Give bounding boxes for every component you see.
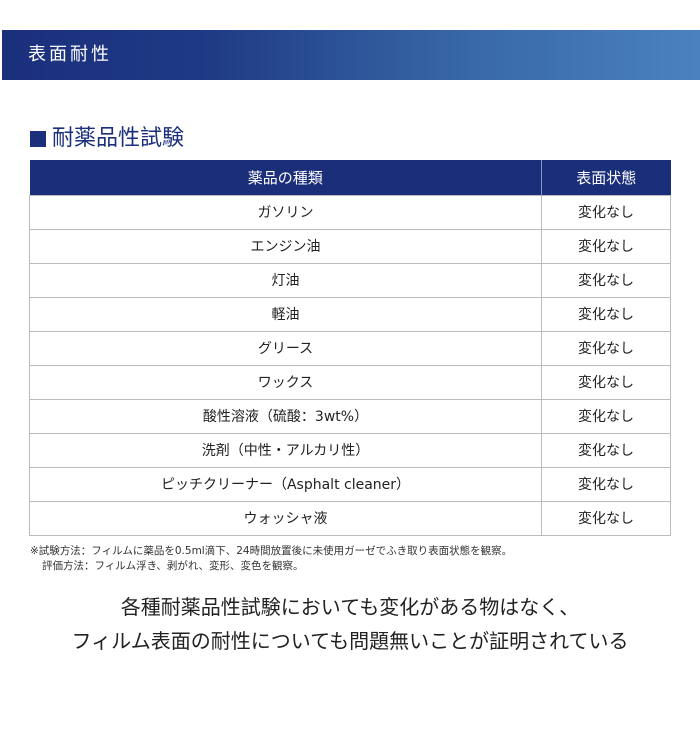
surface-cell: 変化なし xyxy=(541,467,671,502)
table-row: ガソリン 変化なし xyxy=(28,195,671,230)
surface-cell: 変化なし xyxy=(541,229,671,264)
header-chemical: 薬品の種類 xyxy=(29,160,543,196)
chemical-cell: 軽油 xyxy=(28,297,543,332)
chemical-cell: 灯油 xyxy=(28,263,543,298)
table-row: 軽油 変化なし xyxy=(28,297,671,332)
chemical-cell: ウォッシャ液 xyxy=(28,501,543,536)
surface-cell: 変化なし xyxy=(541,263,671,298)
summary-line-2: フィルム表面の耐性についても問題無いことが証明されている xyxy=(71,629,629,653)
table-row: 灯油 変化なし xyxy=(28,263,671,298)
chemical-cell: 洗剤（中性・アルカリ性） xyxy=(28,433,543,468)
table-row: エンジン油 変化なし xyxy=(28,229,671,264)
chemical-cell: グリース xyxy=(28,331,543,366)
section-title: 耐薬品性試験 xyxy=(52,126,185,151)
surface-cell: 変化なし xyxy=(541,331,671,366)
surface-cell: 変化なし xyxy=(541,433,671,468)
note-evaluation: 評価方法：フィルム浮き、剥がれ、変形、変色を観察。 xyxy=(42,560,304,572)
banner-title: 表面耐性 xyxy=(28,44,112,65)
section-banner: 表面耐性 xyxy=(2,30,700,80)
section-heading: 耐薬品性試験 xyxy=(30,124,700,154)
chemical-cell: ガソリン xyxy=(28,195,543,230)
table-row: ピッチクリーナー（Asphalt cleaner） 変化なし xyxy=(28,467,671,502)
chemical-cell: ワックス xyxy=(28,365,543,400)
chemical-cell: エンジン油 xyxy=(28,229,543,264)
table-row: 酸性溶液（硫酸：3wt%） 変化なし xyxy=(28,399,671,434)
square-bullet-icon xyxy=(30,131,46,147)
surface-cell: 変化なし xyxy=(541,365,671,400)
header-surface: 表面状態 xyxy=(541,160,671,196)
surface-cell: 変化なし xyxy=(541,195,671,230)
chemical-resistance-table: 薬品の種類 表面状態 ガソリン 変化なし エンジン油 変化なし 灯油 変化なし 軽油 変化なし… xyxy=(28,160,671,536)
table-row: 洗剤（中性・アルカリ性） 変化なし xyxy=(28,433,671,468)
chemical-cell: ピッチクリーナー（Asphalt cleaner） xyxy=(28,467,543,502)
surface-cell: 変化なし xyxy=(541,501,671,536)
summary-line-1: 各種耐薬品性試験においても変化がある物はなく、 xyxy=(120,595,580,619)
table-row: ワックス 変化なし xyxy=(28,365,671,400)
surface-cell: 変化なし xyxy=(541,399,671,434)
chemical-cell: 酸性溶液（硫酸：3wt%） xyxy=(28,399,543,434)
note-method: ※試験方法：フィルムに薬品を0.5ml滴下、24時間放置後に未使用ガーゼでふき取… xyxy=(30,545,513,557)
test-notes: ※試験方法：フィルムに薬品を0.5ml滴下、24時間放置後に未使用ガーゼでふき取… xyxy=(30,544,680,574)
table-row: ウォッシャ液 変化なし xyxy=(28,501,671,536)
table-row: グリース 変化なし xyxy=(28,331,671,366)
surface-cell: 変化なし xyxy=(541,297,671,332)
